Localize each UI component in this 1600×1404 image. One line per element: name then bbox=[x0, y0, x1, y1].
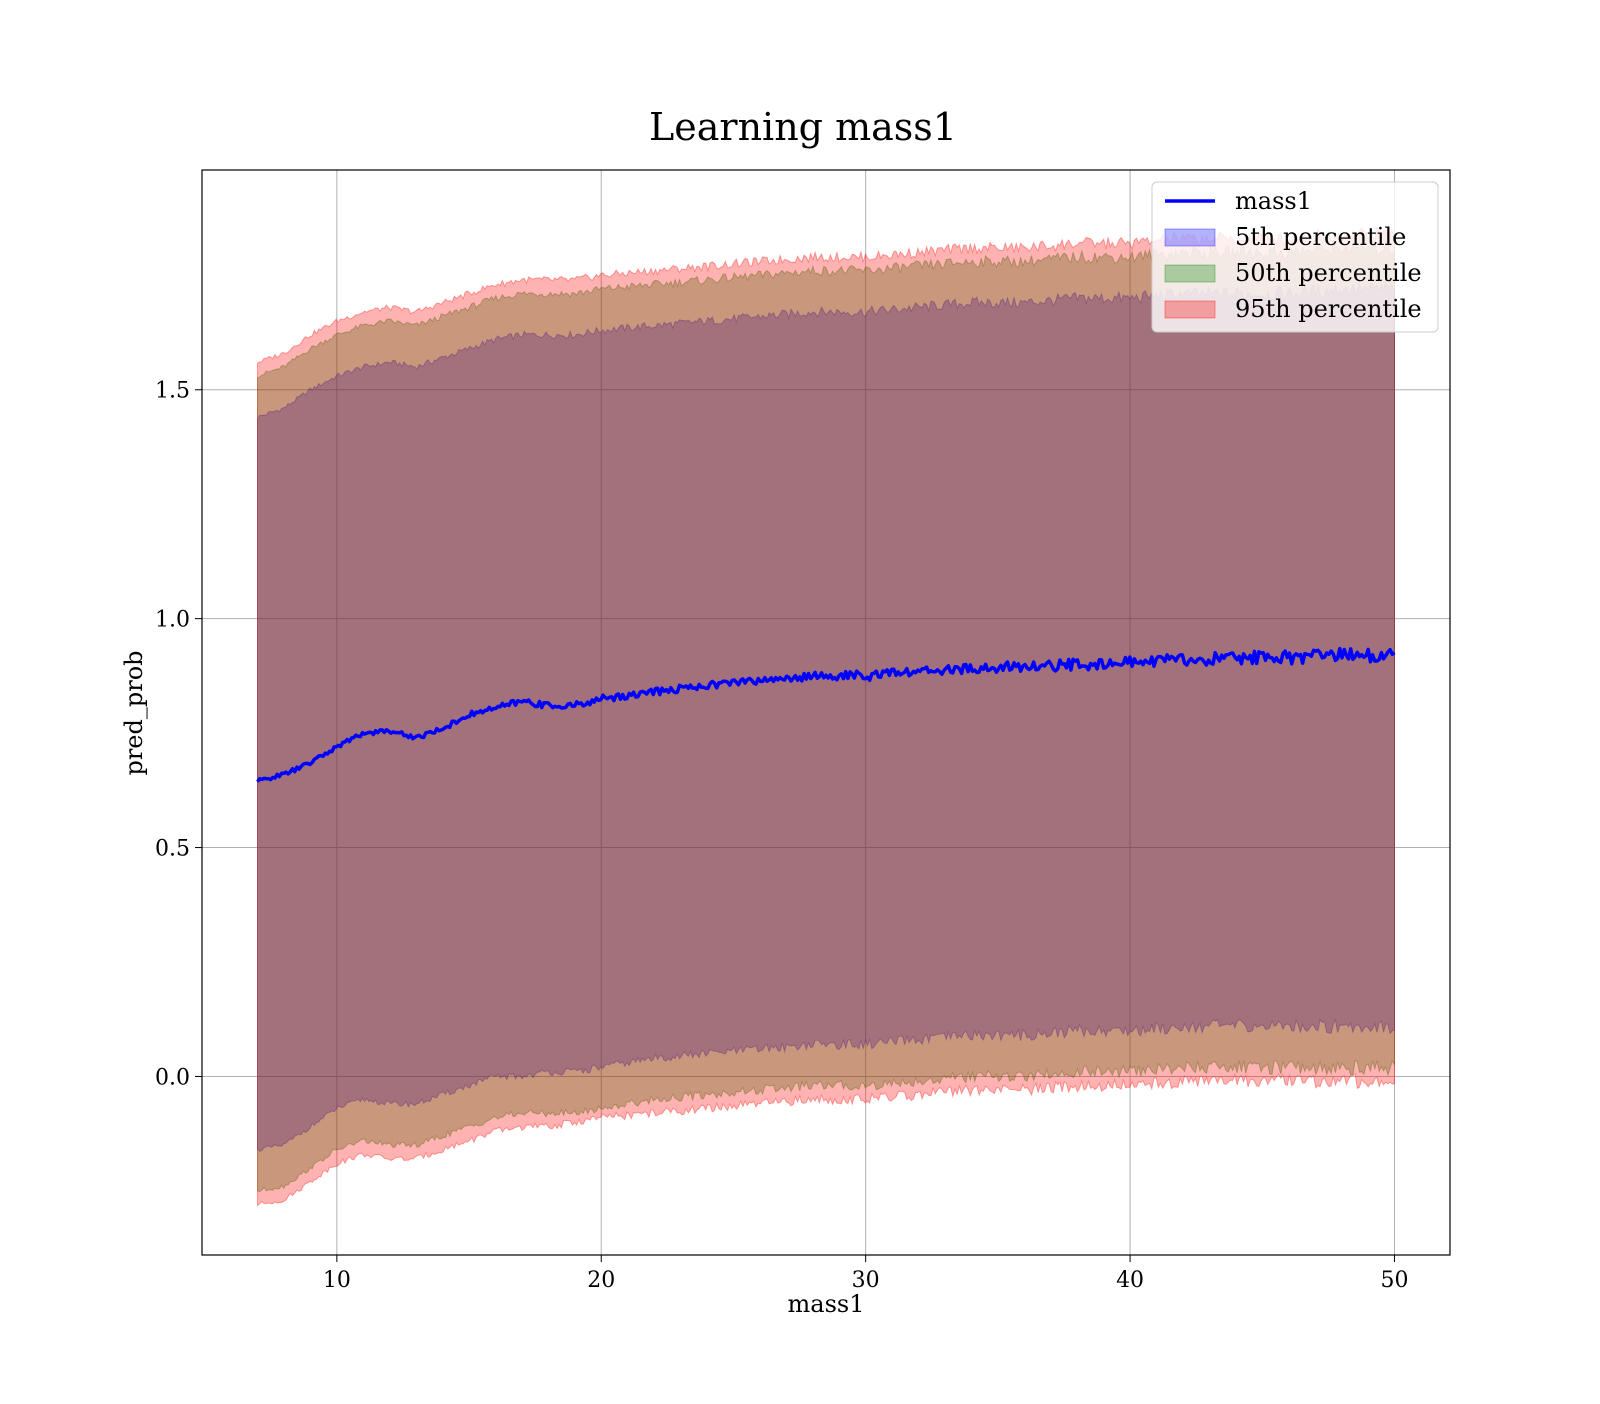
plot-frame bbox=[201, 169, 1451, 1256]
x-tick-label: 10 bbox=[323, 1268, 351, 1293]
chart-title: Learning mass1 bbox=[649, 105, 957, 149]
band-95th-percentile bbox=[257, 225, 1395, 1207]
legend-label: 95th percentile bbox=[1235, 295, 1422, 323]
x-tick-label: 30 bbox=[852, 1268, 880, 1293]
legend-label: mass1 bbox=[1235, 187, 1312, 215]
legend-band-swatch bbox=[1164, 300, 1216, 319]
legend-box bbox=[1151, 181, 1439, 333]
band-5th-percentile bbox=[257, 281, 1395, 1153]
x-axis-label: mass1 bbox=[788, 1290, 865, 1318]
y-axis-label: pred_prob bbox=[120, 650, 148, 775]
grid-lines bbox=[202, 170, 1450, 1255]
x-tick-label: 40 bbox=[1116, 1268, 1144, 1293]
band-50th-percentile bbox=[257, 240, 1395, 1193]
axis-ticks: 10 20 30 40 50 0.0 0.5 1.0 1.5 bbox=[155, 379, 1408, 1293]
percentile-bands bbox=[257, 225, 1395, 1207]
legend-label: 50th percentile bbox=[1235, 259, 1422, 287]
y-tick-label: 0.5 bbox=[155, 837, 190, 862]
legend: mass1 5th percentile 50th percentile 95th p… bbox=[1151, 181, 1439, 333]
x-tick-label: 50 bbox=[1380, 1268, 1408, 1293]
x-tick-label: 20 bbox=[587, 1268, 615, 1293]
y-tick-label: 1.5 bbox=[155, 379, 190, 404]
legend-label: 5th percentile bbox=[1235, 223, 1406, 251]
legend-band-swatch bbox=[1164, 228, 1216, 247]
legend-band-swatch bbox=[1164, 264, 1216, 283]
y-tick-label: 0.0 bbox=[155, 1065, 190, 1090]
series-lines bbox=[256, 646, 1396, 783]
series-line-mass1 bbox=[256, 646, 1396, 783]
y-tick-label: 1.0 bbox=[155, 608, 190, 633]
